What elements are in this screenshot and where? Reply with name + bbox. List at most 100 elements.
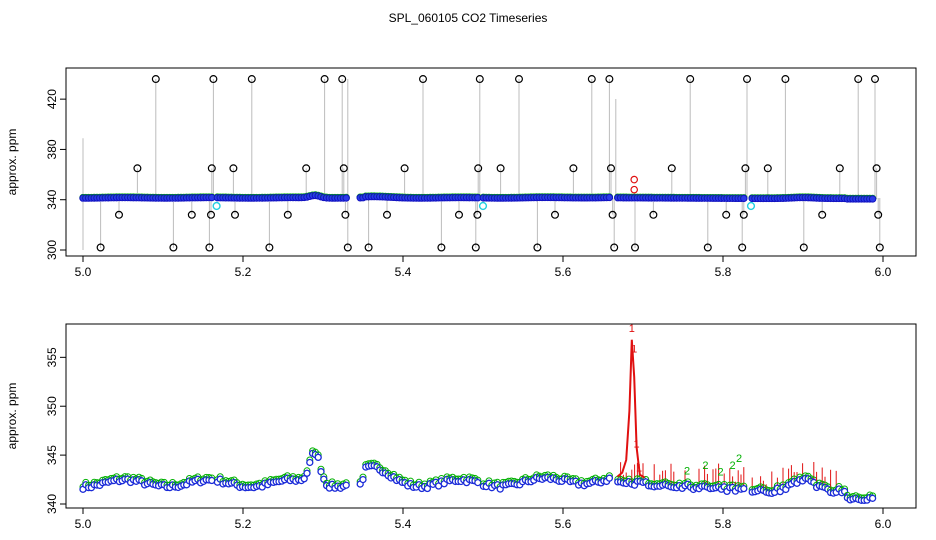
x-tick-label: 5.8 [715, 265, 732, 279]
spike-point [569, 164, 578, 173]
spike-point [742, 75, 751, 84]
x-tick-label: 6.0 [875, 265, 892, 279]
spike-point [606, 164, 615, 173]
series-point [740, 484, 748, 493]
y-tick-label: 300 [45, 240, 59, 260]
x-tick-label: 5.2 [235, 517, 252, 531]
red-point [630, 175, 639, 184]
spike-point [455, 210, 464, 219]
bottom-y-axis-label: approx. ppm [5, 383, 19, 450]
x-tick-label: 5.6 [555, 517, 572, 531]
baseline-point [868, 195, 877, 203]
x-tick-label: 6.0 [875, 517, 892, 531]
spike-point [114, 210, 123, 219]
series-point [314, 453, 322, 462]
bottom-x-axis: 5.0 5.2 5.4 5.6 5.8 6.0 [75, 508, 892, 531]
y-tick-label: 345 [45, 445, 59, 465]
spike-point [738, 243, 747, 252]
spike-point [283, 210, 292, 219]
spike-point [703, 243, 712, 252]
spike-point [383, 210, 392, 219]
spike-point [835, 164, 844, 173]
series-point [474, 478, 482, 487]
y-tick-label: 380 [45, 139, 59, 159]
green-point-label: 2 [736, 453, 742, 465]
top-panel: 5.0 5.2 5.4 5.6 5.8 6.0 300 340 380 420 approx. … [5, 67, 917, 279]
spike-point [320, 75, 329, 84]
spike-point [739, 210, 748, 219]
spike-point [341, 210, 350, 219]
spike-point [870, 75, 879, 84]
spike-point [667, 164, 676, 173]
spike-point [533, 243, 542, 252]
cyan-point [478, 201, 488, 211]
spike-point [818, 210, 827, 219]
spike-point [630, 243, 639, 252]
cyan-point [212, 201, 221, 211]
spike-point [686, 75, 695, 84]
spike-point [471, 243, 480, 252]
x-tick-label: 5.2 [235, 265, 252, 279]
y-tick-label: 340 [45, 189, 59, 209]
baseline-point [605, 193, 614, 202]
series-point [868, 494, 877, 502]
top-y-axis-label: approx. ppm [5, 129, 19, 196]
figure-title: SPL_060105 CO2 Timeseries [389, 11, 548, 25]
spike-point [474, 164, 483, 173]
red-point-label: 1 [636, 463, 642, 475]
spike-point [151, 75, 160, 84]
spike-point [231, 210, 240, 219]
x-tick-label: 5.0 [75, 265, 92, 279]
green-point-label: 2 [702, 460, 708, 472]
top-x-axis: 5.0 5.2 5.4 5.6 5.8 6.0 [75, 256, 892, 279]
spike-point [419, 75, 428, 84]
spike-point [587, 75, 596, 84]
spike-point [339, 164, 348, 173]
spike-point [872, 164, 881, 173]
x-tick-label: 5.6 [555, 265, 572, 279]
top-y-axis: 300 340 380 420 [45, 89, 66, 260]
spike-point [550, 210, 559, 219]
series-point [359, 475, 367, 484]
green-point-label: 2 [718, 467, 724, 479]
y-tick-label: 420 [45, 89, 59, 109]
spike-point [207, 164, 216, 173]
y-tick-label: 355 [45, 347, 59, 367]
spike-point [874, 210, 883, 219]
red-point-label: 1 [629, 323, 635, 335]
baseline-point [740, 194, 748, 203]
spike-point [799, 243, 808, 252]
y-tick-label: 340 [45, 494, 59, 514]
spike-point [400, 164, 409, 173]
red-spike-line [616, 339, 646, 479]
spike-point [514, 75, 523, 84]
baseline-point [342, 194, 350, 202]
spike-point [608, 210, 617, 219]
spike-point [722, 210, 731, 219]
cyan-point [746, 201, 756, 211]
spike-point [229, 164, 238, 173]
red-point-label: 1 [634, 438, 640, 450]
spike-point [741, 164, 750, 173]
series-point [342, 481, 350, 489]
series-point [303, 469, 311, 477]
spike-point [875, 243, 884, 252]
spike-point [437, 243, 446, 252]
spike-point [473, 210, 482, 219]
green-point-label: 2 [730, 460, 736, 472]
red-point [630, 185, 639, 194]
spike-point [187, 210, 196, 219]
x-tick-label: 5.0 [75, 517, 92, 531]
spike-point [169, 243, 178, 252]
spike-point [338, 75, 347, 84]
spike-point [96, 243, 105, 252]
spike-point [781, 75, 790, 84]
series-point [306, 458, 314, 467]
series-point [317, 468, 325, 476]
spike-point [854, 75, 863, 84]
spike-point [763, 164, 772, 173]
x-tick-label: 5.4 [395, 265, 412, 279]
